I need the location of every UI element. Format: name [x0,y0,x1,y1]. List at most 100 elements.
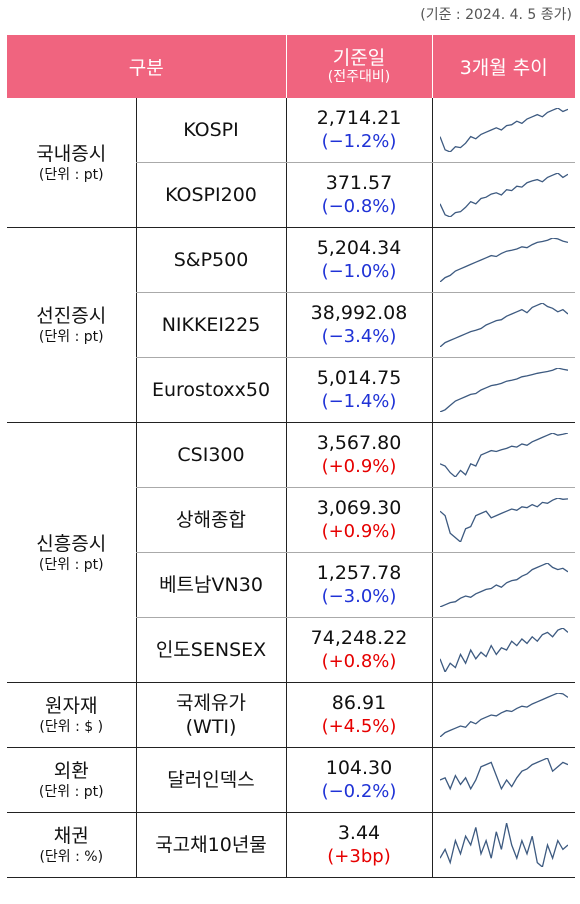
index-value: 38,992.08 [310,302,408,324]
header-base-date: 기준일 (전주대비) [285,35,432,98]
value-cell: 38,992.08 (−3.4%) [285,292,432,358]
table-row: Eurostoxx50 5,014.75 (−1.4%) [7,357,575,423]
value-cell: 5,014.75 (−1.4%) [285,357,432,423]
table-header: 구분 기준일 (전주대비) 3개월 추이 [7,35,575,98]
index-name: CSI300 [177,444,245,466]
index-value: 371.57 [325,172,393,194]
header-trend: 3개월 추이 [431,35,575,98]
trend-cell [431,617,575,683]
weekly-change: (+0.8%) [321,651,397,672]
trend-sparkline [439,498,568,542]
index-value: 104.30 [325,757,393,779]
index-name-cell: 달러인덱스 [135,747,286,813]
weekly-change: (−1.4%) [321,391,397,412]
category-unit: (단위 : pt) [38,166,104,183]
header-weekly-change-label: (전주대비) [327,69,391,85]
index-name: NIKKEI225 [161,314,261,336]
category-name: 신흥증시 [36,532,107,555]
value-cell: 3,069.30 (+0.9%) [285,487,432,553]
category-cell: 국내증시 (단위 : pt) [7,98,136,228]
header-category: 구분 [7,35,286,98]
category-name: 원자재 [45,695,98,717]
value-cell: 1,257.78 (−3.0%) [285,552,432,618]
table-row: 국내증시 (단위 : pt) KOSPI 2,714.21 (−1.2%) [7,98,575,228]
sparkline-path [439,108,568,152]
sparkline-path [439,563,568,607]
sparkline-path [439,628,568,672]
category-unit: (단위 : $ ) [39,719,104,735]
sparkline-path [439,498,568,542]
trend-cell [431,98,575,163]
index-name: KOSPI200 [165,184,257,206]
index-value: 3,567.80 [316,432,402,454]
table-row: 인도SENSEX 74,248.22 (+0.8%) [7,617,575,683]
index-name-cell: CSI300 [135,422,286,488]
index-name-cell: S&P500 [135,227,286,293]
trend-sparkline [439,628,568,672]
index-name: 베트남VN30 [159,574,263,596]
index-name-cell: 베트남VN30 [135,552,286,618]
index-value: 3,069.30 [316,497,402,519]
weekly-change: (+0.9%) [321,456,397,477]
header-base-date-label: 기준일 [332,47,386,69]
sparkline-path [439,823,568,867]
trend-sparkline [439,563,568,607]
table-row: KOSPI200 371.57 (−0.8%) [7,162,575,228]
category-cell: 원자재 (단위 : $ ) [7,682,136,748]
value-cell: 5,204.34 (−1.0%) [285,227,432,293]
value-cell: 3.44 (+3bp) [285,812,432,878]
value-cell: 371.57 (−0.8%) [285,162,432,228]
category-cell: 신흥증시 (단위 : pt) [7,422,136,683]
index-value: 86.91 [331,692,387,714]
index-value: 5,204.34 [316,237,402,259]
weekly-change: (+4.5%) [321,716,397,737]
weekly-change: (−0.2%) [321,781,397,802]
value-cell: 2,714.21 (−1.2%) [285,98,432,163]
sparkline-path [439,433,568,477]
trend-cell [431,162,575,228]
sparkline-path [439,238,568,282]
weekly-change: (−1.2%) [321,131,397,152]
category-cell: 채권 (단위 : %) [7,812,136,878]
trend-sparkline [439,108,568,152]
table-body: 국내증시 (단위 : pt) KOSPI 2,714.21 (−1.2%) KOSPI20… [7,98,575,878]
index-name: 인도SENSEX [155,639,267,661]
trend-sparkline [439,823,568,867]
index-name: 국고채10년물 [155,834,267,856]
trend-sparkline [439,303,568,347]
table-row: 외환 (단위 : pt) 달러인덱스 104.30 (−0.2%) [7,747,575,813]
table-row: NIKKEI225 38,992.08 (−3.4%) [7,292,575,358]
value-cell: 3,567.80 (+0.9%) [285,422,432,488]
index-name: 달러인덱스 [167,769,255,791]
index-name-cell: Eurostoxx50 [135,357,286,423]
trend-cell [431,422,575,488]
weekly-change: (−1.0%) [321,261,397,282]
trend-sparkline [439,238,568,282]
trend-cell [431,227,575,293]
trend-cell [431,747,575,813]
weekly-change: (+3bp) [327,846,391,867]
value-cell: 86.91 (+4.5%) [285,682,432,748]
index-name-cell: 국고채10년물 [135,812,286,878]
table-row: 원자재 (단위 : $ ) 국제유가 (WTI) 86.91 (+4.5%) [7,682,575,748]
index-name-cell: 상해종합 [135,487,286,553]
index-name-cell: KOSPI200 [135,162,286,228]
index-name: KOSPI [183,119,239,141]
trend-sparkline [439,693,568,737]
weekly-change: (+0.9%) [321,521,397,542]
trend-cell [431,292,575,358]
weekly-change: (−3.0%) [321,586,397,607]
sparkline-path [439,368,568,412]
index-name: 국제유가 (WTI) [176,692,246,738]
category-name: 국내증시 [36,142,107,165]
trend-sparkline [439,433,568,477]
index-name-cell: NIKKEI225 [135,292,286,358]
category-unit: (단위 : %) [39,849,104,865]
trend-cell [431,357,575,423]
trend-cell [431,682,575,748]
index-value: 2,714.21 [316,107,402,129]
table-row: 상해종합 3,069.30 (+0.9%) [7,487,575,553]
index-value: 74,248.22 [310,627,408,649]
value-cell: 74,248.22 (+0.8%) [285,617,432,683]
category-unit: (단위 : pt) [38,556,104,573]
